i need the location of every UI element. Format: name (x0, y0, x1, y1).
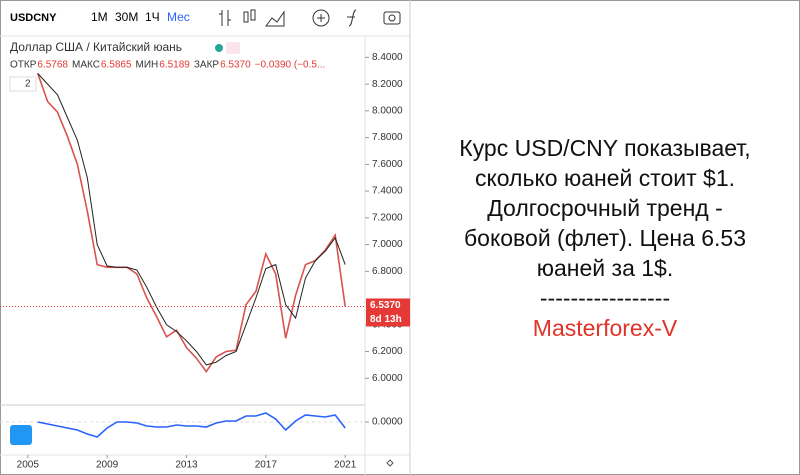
interval[interactable]: 1Ч (145, 10, 160, 24)
series-line (36, 73, 346, 373)
status-box (226, 42, 240, 54)
last-price-box (366, 298, 410, 327)
y-tick-label: 8.2000 (372, 79, 403, 90)
toolbar-icons[interactable] (219, 9, 401, 27)
panel-line: сколько юаней стоит $1. (475, 165, 735, 191)
ohlc-label: МАКС (72, 60, 100, 71)
ohlc-change: −0.0390 (−0.5... (255, 60, 326, 71)
x-tick-label: 2005 (17, 460, 40, 471)
panel-line: Курс USD/CNY показывает, (459, 135, 750, 161)
y-tick-label: 7.6000 (372, 159, 403, 170)
logo[interactable] (10, 425, 32, 445)
y-tick-label: 8.4000 (372, 52, 403, 63)
series-line (37, 73, 346, 366)
panel-line: боковой (флет). Цена 6.53 (464, 225, 746, 251)
interval[interactable]: 1М (91, 10, 108, 24)
series-line (37, 412, 346, 438)
interval[interactable]: Мес (167, 10, 190, 24)
last-price-label: 6.5370 (370, 300, 401, 311)
ohlc-label: ОТКР (10, 60, 37, 71)
x-tick-label: 2009 (96, 460, 119, 471)
ohlc-value: 6.5865 (101, 60, 132, 71)
y-tick-label: 7.4000 (372, 186, 403, 197)
panel-line: юаней за 1$. (537, 255, 673, 281)
interval[interactable]: 30М (115, 10, 138, 24)
chart-title: Доллар США / Китайский юань (10, 40, 182, 54)
ohlc-label: ЗАКР (194, 60, 220, 71)
ohlc-value: 6.5370 (220, 60, 251, 71)
x-tick-label: 2021 (334, 460, 357, 471)
ohlc-value: 6.5189 (159, 60, 190, 71)
text-panel: Курс USD/CNY показывает, сколько юаней ст… (459, 135, 750, 341)
ohlc-value: 6.5768 (37, 60, 68, 71)
y-tick-label: 7.2000 (372, 212, 403, 223)
ohlc-legend: ОТКР 6.5768 МАКС 6.5865 МИН 6.5189 ЗАКР 6.5370−… (10, 60, 325, 71)
countdown: 8d 13h (370, 314, 402, 325)
x-tick-label: 2017 (255, 460, 278, 471)
panel-separator: ----------------- (540, 285, 670, 311)
y-tick-label: 8.0000 (372, 106, 403, 117)
symbol[interactable]: USDCNY (10, 12, 57, 24)
panel-line: Долгосрочный тренд - (487, 195, 723, 221)
y-tick-label: 7.0000 (372, 239, 403, 250)
ohlc-label: МИН (136, 60, 159, 71)
panel-brand: Masterforex-V (533, 315, 678, 341)
settings-icon[interactable] (386, 459, 394, 467)
y-tick-label: 7.8000 (372, 132, 403, 143)
y-tick-label: 0.0000 (372, 417, 403, 428)
status-dot (215, 44, 223, 52)
x-tick-label: 2013 (175, 460, 198, 471)
y-tick-label: 6.2000 (372, 346, 403, 357)
y-tick-label: 6.0000 (372, 373, 403, 384)
y-tick-label: 6.8000 (372, 266, 403, 277)
studies-toggle[interactable] (9, 76, 37, 92)
plot: 6.00006.20006.40006.80007.00007.20007.40… (0, 52, 410, 471)
studies-count: 2 (25, 79, 31, 90)
